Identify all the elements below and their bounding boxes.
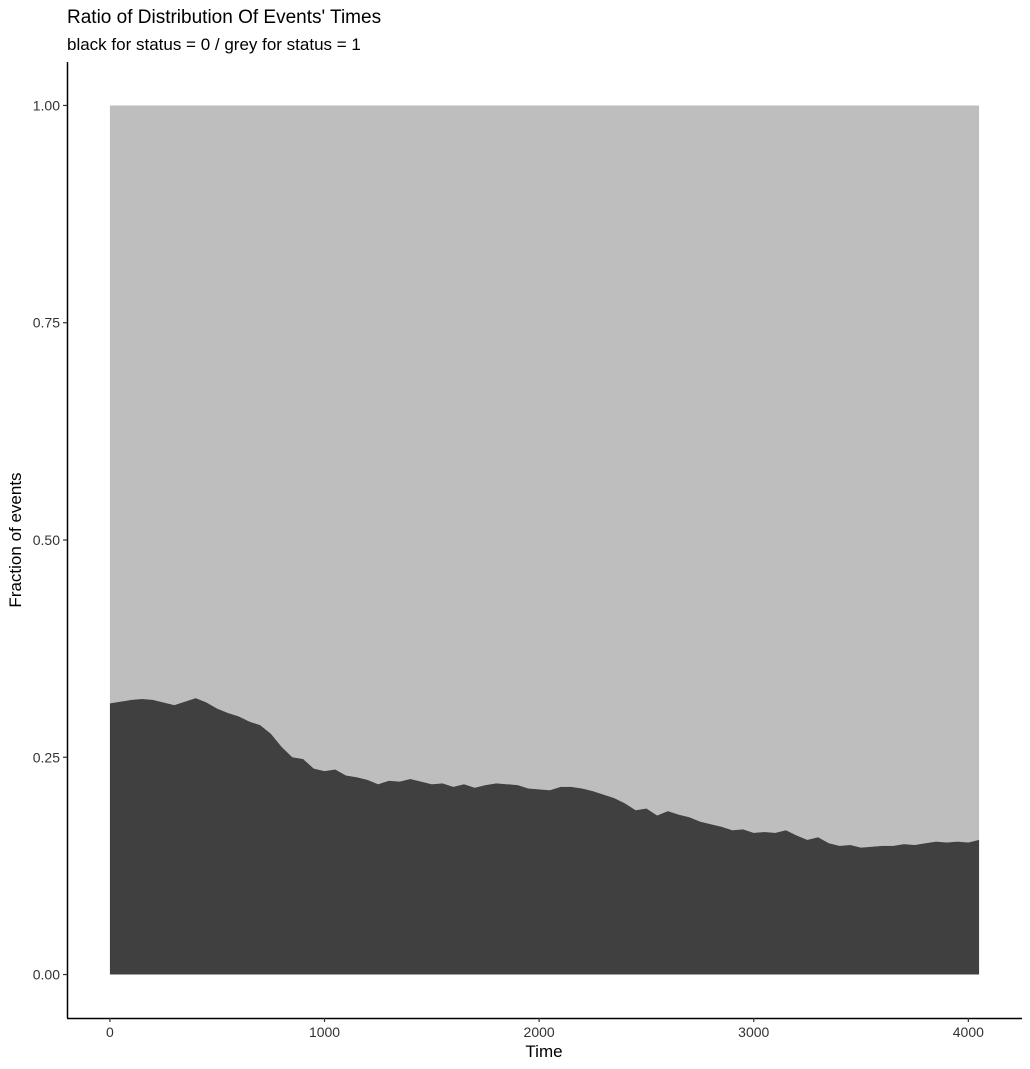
y-tick-label: 1.00	[33, 97, 60, 113]
x-tick-label: 1000	[309, 1024, 340, 1040]
x-tick-label: 4000	[953, 1024, 984, 1040]
plot-area	[109, 105, 980, 975]
chart-title: Ratio of Distribution Of Events' Times	[67, 7, 381, 28]
x-axis-ticks: 0 1000 2000 3000 4000	[106, 1018, 984, 1040]
area-series-status-1	[109, 105, 980, 848]
y-tick-label: 0.50	[33, 532, 60, 548]
chart-subtitle: black for status = 0 / grey for status =…	[67, 35, 361, 54]
x-tick-label: 0	[106, 1024, 114, 1040]
x-tick-label: 3000	[738, 1024, 769, 1040]
y-tick-label: 0.00	[33, 967, 60, 983]
y-tick-label: 0.75	[33, 315, 60, 331]
x-axis-title: Time	[525, 1042, 562, 1061]
y-tick-label: 0.25	[33, 749, 60, 765]
y-axis-title: Fraction of events	[6, 472, 25, 607]
area-series-status-0	[109, 698, 980, 975]
x-tick-label: 2000	[524, 1024, 555, 1040]
y-axis-ticks: 0.00 0.25 0.50 0.75 1.00	[33, 97, 67, 983]
